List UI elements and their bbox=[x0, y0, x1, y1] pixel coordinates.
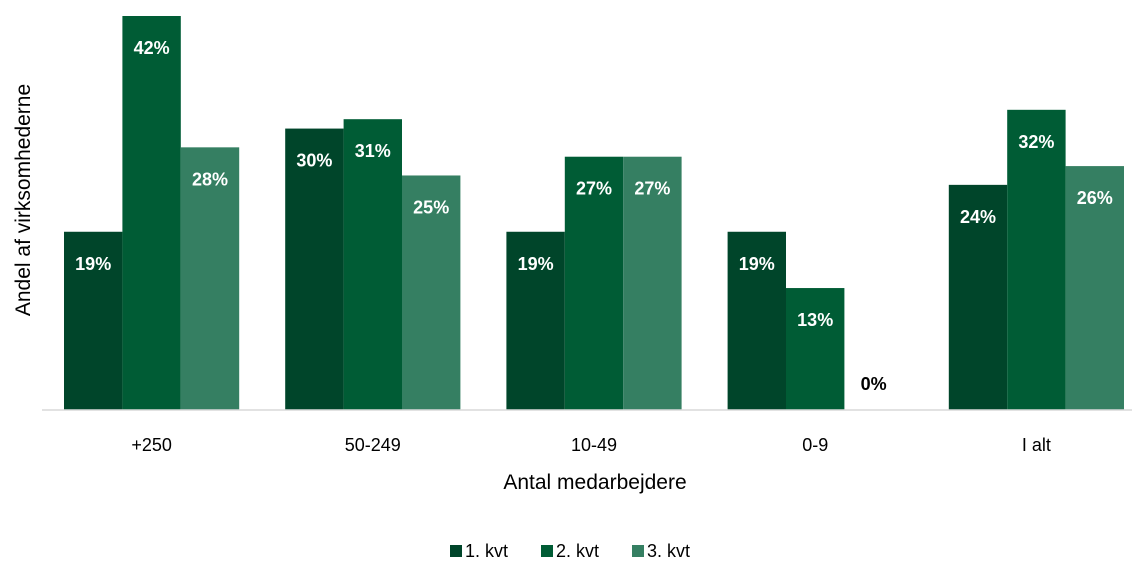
y-axis-title: Andel af virksomhederne bbox=[12, 84, 35, 316]
bar-1049-s3 bbox=[623, 156, 682, 410]
x-tick-label: 50-249 bbox=[345, 435, 401, 455]
x-tick-label: +250 bbox=[131, 435, 172, 455]
bar-09-s2 bbox=[786, 288, 845, 410]
data-label: 28% bbox=[192, 169, 228, 189]
data-label: 0% bbox=[861, 374, 887, 394]
data-label: 27% bbox=[634, 179, 670, 199]
legend-label: 1. kvt bbox=[465, 541, 508, 561]
legend-swatch bbox=[541, 545, 553, 557]
bar-ialt-s1 bbox=[948, 184, 1008, 410]
legend-swatch bbox=[632, 545, 644, 557]
bar-250-s2 bbox=[122, 16, 181, 410]
data-label: 30% bbox=[296, 151, 332, 171]
x-axis-title: Antal medarbejdere bbox=[503, 471, 686, 494]
bar-09-s1 bbox=[727, 231, 786, 410]
legend-label: 2. kvt bbox=[556, 541, 599, 561]
bar-50249-s2 bbox=[343, 119, 402, 410]
bar-50249-s1 bbox=[285, 128, 344, 411]
bar-ialt-s2 bbox=[1007, 109, 1066, 411]
legend: 1. kvt 2. kvt 3. kvt bbox=[450, 541, 690, 561]
bars-layer bbox=[64, 16, 1124, 411]
data-label: 13% bbox=[797, 310, 833, 330]
x-tick-label: 10-49 bbox=[571, 435, 617, 455]
data-label: 26% bbox=[1077, 188, 1113, 208]
bar-ialt-s3 bbox=[1065, 166, 1124, 410]
legend-swatch bbox=[450, 545, 462, 557]
x-tick-label: 0-9 bbox=[802, 435, 828, 455]
data-label: 24% bbox=[960, 207, 996, 227]
bar-1049-s1 bbox=[506, 231, 565, 410]
x-tick-label: I alt bbox=[1022, 435, 1051, 455]
bar-250-s1 bbox=[64, 231, 123, 410]
data-label: 19% bbox=[75, 254, 111, 274]
data-label: 19% bbox=[518, 254, 554, 274]
data-label: 42% bbox=[134, 38, 170, 58]
bar-50249-s3 bbox=[402, 175, 461, 410]
bar-250-s3 bbox=[180, 147, 240, 411]
data-label: 32% bbox=[1018, 132, 1054, 152]
legend-label: 3. kvt bbox=[647, 541, 690, 561]
x-tick-labels: +250 50-249 10-49 0-9 I alt bbox=[131, 435, 1051, 455]
data-label: 31% bbox=[355, 141, 391, 161]
data-labels: 19% 42% 28% 30% 31% 25% 19% 27% 27% 19% 13% 0% 24% 32… bbox=[75, 38, 1113, 394]
data-label: 25% bbox=[413, 197, 449, 217]
data-label: 27% bbox=[576, 179, 612, 199]
data-label: 19% bbox=[739, 254, 775, 274]
bar-1049-s2 bbox=[564, 156, 624, 410]
